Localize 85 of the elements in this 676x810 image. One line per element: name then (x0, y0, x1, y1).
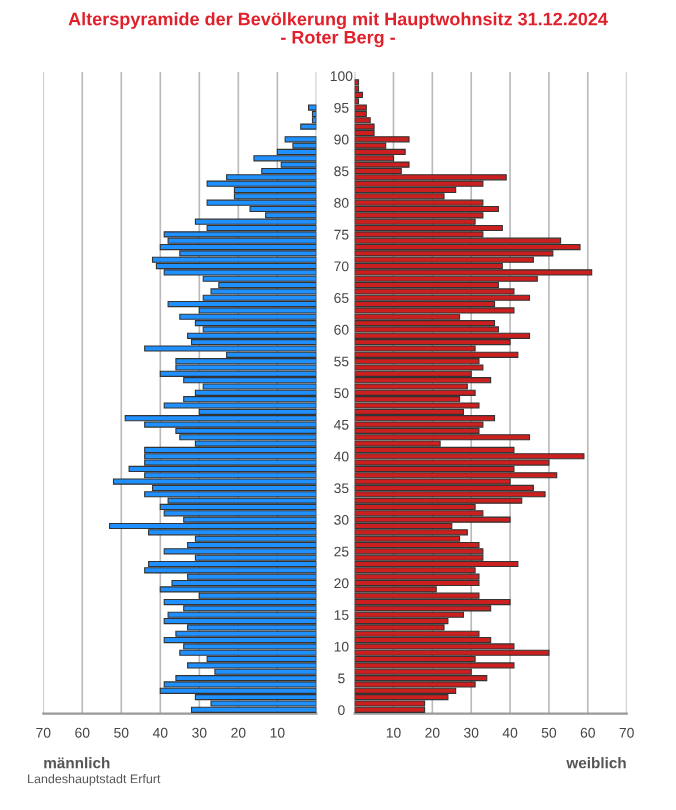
bar (354, 148, 406, 156)
bar (354, 415, 496, 422)
bar (354, 269, 593, 276)
bar (354, 649, 550, 656)
bar (354, 332, 531, 339)
bar (354, 243, 581, 251)
bar (206, 180, 317, 187)
bar (354, 351, 519, 358)
bar (167, 611, 317, 618)
bar (354, 174, 507, 181)
bar (354, 224, 503, 232)
bar (354, 662, 515, 669)
bar (163, 681, 317, 688)
bar (354, 389, 476, 396)
bar (354, 205, 499, 213)
bar (354, 694, 449, 701)
bar (159, 503, 317, 511)
bar (354, 573, 480, 580)
bar (163, 402, 317, 409)
bar (284, 136, 317, 143)
bar (163, 617, 317, 625)
bar (163, 636, 317, 644)
bar (194, 218, 317, 225)
bar (300, 123, 317, 130)
bar (128, 465, 317, 473)
bar (187, 332, 317, 339)
bar (354, 516, 511, 523)
bar (354, 307, 515, 314)
bar (354, 491, 546, 498)
bar (167, 237, 317, 244)
bar (206, 199, 317, 206)
bar (354, 104, 367, 111)
bar (190, 706, 317, 713)
bar (144, 446, 317, 453)
bar (144, 345, 317, 352)
bar (144, 453, 317, 460)
bar (159, 370, 317, 377)
bar (354, 294, 531, 301)
bar (354, 364, 484, 371)
bar (167, 301, 317, 308)
bar (354, 706, 426, 713)
bar (354, 377, 492, 384)
bar (354, 136, 410, 143)
bar (308, 104, 317, 111)
bar (354, 320, 496, 327)
bar (354, 453, 585, 460)
bar (148, 560, 317, 568)
bar (210, 288, 317, 295)
bar (163, 231, 317, 238)
bar (159, 586, 317, 593)
bar (354, 541, 480, 549)
bar (354, 548, 484, 555)
bar (354, 123, 375, 130)
bar (354, 472, 558, 479)
bar (163, 269, 317, 276)
bar (354, 579, 480, 587)
bar (253, 155, 317, 162)
bar (163, 548, 317, 555)
bar (159, 243, 317, 251)
bar (159, 687, 317, 694)
chart-title: Alterspyramide der Bevölkerung mit Hauptwohnsitz 31.12.2024 - Roter Berg - (68, 12, 608, 48)
bar (155, 262, 317, 270)
bar (354, 161, 410, 168)
bar (354, 560, 519, 568)
bar (151, 256, 317, 263)
bar (354, 91, 363, 99)
bar (354, 434, 531, 441)
bar (354, 529, 468, 536)
bar (163, 510, 317, 517)
bar (354, 675, 488, 682)
bar (144, 567, 317, 574)
bar (187, 662, 317, 669)
bar (354, 402, 480, 409)
bar (109, 522, 317, 530)
bar (112, 478, 317, 485)
bar (175, 358, 317, 365)
bar (354, 598, 511, 606)
bar (163, 598, 317, 606)
bar (179, 649, 317, 656)
bar (354, 110, 367, 118)
bar (124, 415, 317, 422)
bar (354, 117, 371, 124)
bar (179, 434, 317, 441)
bar (144, 491, 317, 498)
bar (179, 313, 317, 320)
